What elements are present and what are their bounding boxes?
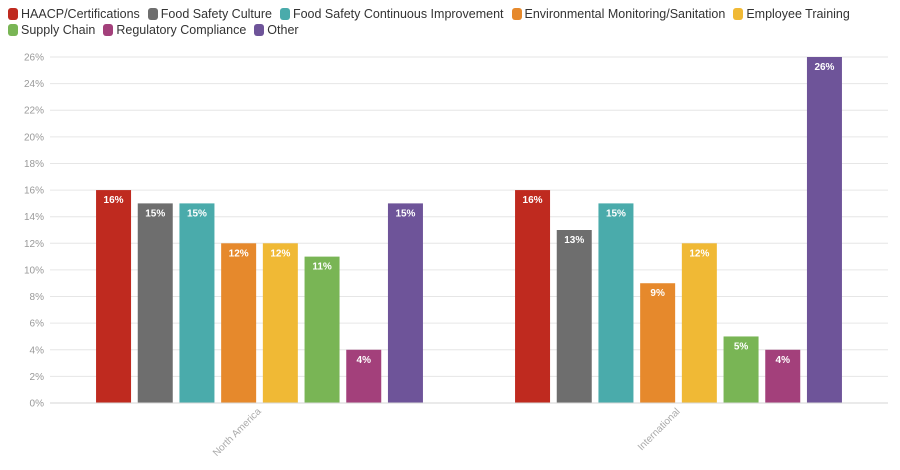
y-tick-label: 20% (24, 132, 44, 143)
bar[interactable] (556, 230, 592, 403)
bar[interactable] (387, 203, 423, 403)
data-label: 15% (606, 208, 626, 219)
bar[interactable] (515, 190, 551, 403)
bar[interactable] (598, 203, 634, 403)
legend-item[interactable]: HAACP/Certifications (8, 6, 140, 22)
y-axis: 0% 2% 4% 6% 8% 10% 12% 14% 16% 18% 20% 22% 24% 26% (24, 53, 44, 410)
y-tick-label: 12% (24, 239, 44, 250)
data-label: 12% (229, 248, 249, 259)
bar[interactable] (723, 336, 759, 403)
y-tick-label: 18% (24, 159, 44, 170)
y-tick-label: 16% (24, 186, 44, 197)
legend-item[interactable]: Other (254, 22, 299, 38)
legend-swatch (147, 8, 158, 20)
y-tick-label: 22% (24, 106, 44, 117)
data-label: 16% (523, 195, 543, 206)
legend-label: Food Safety Culture (160, 7, 272, 21)
chart-legend: HAACP/Certifications Food Safety Culture F… (8, 6, 894, 38)
y-tick-label: 26% (24, 53, 44, 64)
bar[interactable] (221, 243, 257, 403)
bar[interactable] (179, 203, 215, 403)
y-tick-label: 0% (30, 399, 45, 410)
y-tick-label: 4% (30, 345, 45, 356)
bar[interactable] (304, 256, 340, 403)
legend-swatch (254, 24, 265, 36)
data-label: 26% (814, 62, 834, 73)
bar[interactable] (765, 349, 801, 403)
legend-swatch (733, 8, 744, 20)
legend-item[interactable]: Supply Chain (8, 22, 95, 38)
bar[interactable] (640, 283, 676, 403)
legend-item[interactable]: Environmental Monitoring/Sanitation (511, 6, 726, 22)
legend-label: Regulatory Compliance (116, 23, 247, 37)
legend-swatch (279, 8, 290, 20)
bar[interactable] (681, 243, 717, 403)
data-label: 15% (187, 208, 207, 219)
data-label: 11% (312, 262, 332, 273)
data-label: 5% (734, 341, 749, 352)
bar[interactable] (262, 243, 298, 403)
data-label: 4% (357, 355, 372, 366)
data-label: 16% (104, 195, 124, 206)
y-tick-label: 8% (30, 292, 45, 303)
legend-label: Employee Training (746, 7, 850, 21)
x-axis: North America International (50, 402, 888, 459)
bar[interactable] (96, 190, 132, 403)
data-label: 9% (650, 288, 665, 299)
legend-item[interactable]: Regulatory Compliance (103, 22, 246, 38)
bar[interactable] (346, 349, 382, 403)
legend-swatch (8, 24, 18, 36)
bar[interactable] (137, 203, 173, 403)
y-tick-label: 14% (24, 212, 44, 223)
legend-item[interactable]: Food Safety Culture (147, 6, 272, 22)
legend-label: Environmental Monitoring/Sanitation (524, 7, 726, 21)
data-label: 12% (689, 248, 709, 259)
data-label: 4% (776, 355, 791, 366)
grid-lines (50, 56, 888, 404)
legend-swatch (8, 8, 18, 20)
bar[interactable] (806, 57, 842, 403)
data-label: 15% (145, 208, 165, 219)
y-tick-label: 24% (24, 79, 44, 90)
y-tick-label: 10% (24, 265, 44, 276)
x-category-label: North America (211, 406, 264, 459)
data-label: 15% (395, 208, 415, 219)
legend-item[interactable]: Food Safety Continuous Improvement (279, 6, 504, 22)
x-category-label: International (636, 406, 683, 453)
legend-label: Supply Chain (21, 23, 96, 37)
legend-swatch (103, 24, 114, 36)
data-labels: 16% 15% 15% 12% 12% 11% 4% 15% 16% 13% 15% 9% 12% 5% 4… (104, 62, 835, 366)
data-label: 13% (564, 235, 584, 246)
y-tick-label: 2% (30, 372, 45, 383)
y-tick-label: 6% (30, 319, 45, 330)
bars (96, 57, 842, 403)
legend-item[interactable]: Employee Training (733, 6, 850, 22)
legend-label: Other (267, 23, 299, 37)
legend-label: Food Safety Continuous Improvement (292, 7, 504, 21)
data-label: 12% (270, 248, 290, 259)
legend-swatch (511, 8, 522, 20)
legend-label: HAACP/Certifications (21, 7, 140, 21)
